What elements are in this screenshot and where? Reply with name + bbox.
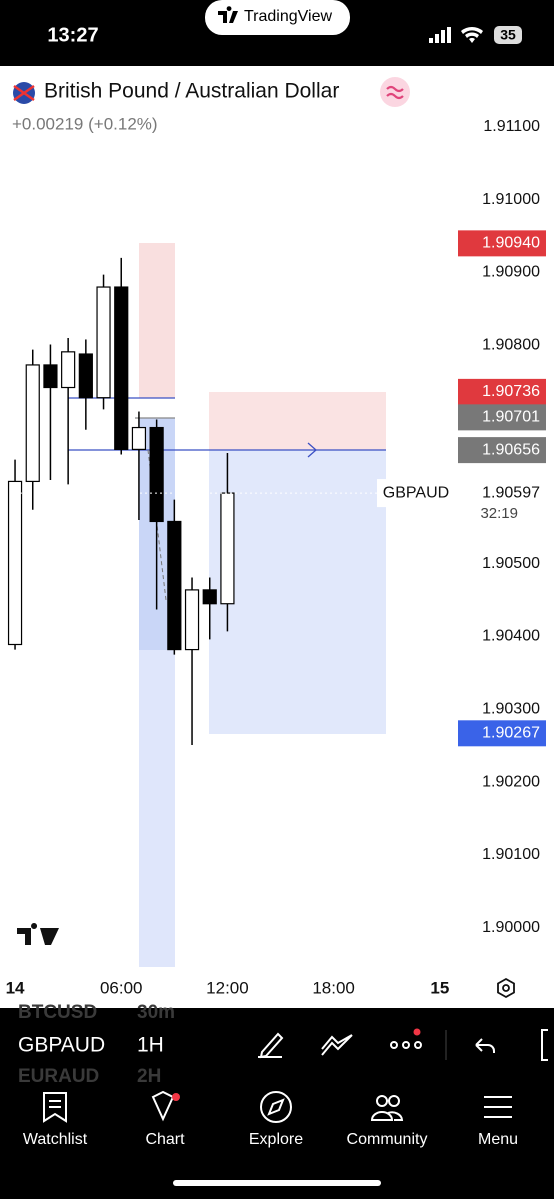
app-pill <box>205 0 350 35</box>
candle-body <box>7 480 23 646</box>
signal-icon <box>429 27 451 43</box>
candle-body <box>220 492 235 605</box>
candle-body <box>114 286 129 450</box>
candle-body <box>167 520 182 651</box>
x-tick-label: 15 <box>430 978 449 997</box>
candle-body <box>78 353 93 399</box>
flag-cross <box>13 84 35 102</box>
notification-dot <box>413 1028 421 1036</box>
nav-label[interactable]: Explore <box>249 1131 303 1148</box>
candle-body <box>43 364 58 389</box>
symbol-title: British Pound / Australian Dollar <box>44 80 339 103</box>
bar-countdown: 32:19 <box>480 505 518 522</box>
price-label-box <box>458 404 546 431</box>
position-drawings <box>68 243 386 967</box>
candle-body <box>131 426 147 450</box>
price-label: 1.90267 <box>482 725 540 742</box>
candle-body <box>61 351 76 389</box>
price-label-box <box>458 437 546 464</box>
clock: 13:27 <box>47 24 98 46</box>
undo-button[interactable] <box>475 1038 495 1053</box>
settings-button[interactable] <box>497 977 515 999</box>
chart-badge <box>172 1093 180 1101</box>
candle-body <box>184 589 200 651</box>
price-label-box <box>458 378 546 405</box>
y-tick-label: 1.91000 <box>482 191 540 208</box>
x-tick-label: 14 <box>6 978 25 997</box>
y-tick-label: 1.91100 <box>483 118 540 135</box>
battery-level: 35 <box>500 27 516 43</box>
chart-marks: 1.91100 1.91000 1.90900 1.90800 1.90500 1.904… <box>0 118 546 997</box>
prev-interval[interactable]: 30m <box>137 1002 175 1023</box>
wifi-icon <box>461 26 483 43</box>
y-tick-label: 1.90400 <box>482 628 540 645</box>
battery <box>494 26 522 44</box>
current-price-label: 1.90597 <box>482 484 540 501</box>
y-tick-label: 1.90000 <box>482 919 540 936</box>
price-label: 1.90656 <box>482 441 540 458</box>
candle-body <box>25 364 40 483</box>
price-label: 1.90940 <box>482 235 540 252</box>
y-tick-label: 1.90900 <box>482 264 540 281</box>
toolbar <box>0 1008 554 1086</box>
candle-body <box>202 589 217 605</box>
x-tick-label: 12:00 <box>206 978 249 997</box>
price-label: 1.90736 <box>482 383 540 400</box>
price-label-box <box>458 720 546 747</box>
toolbar-interval[interactable]: 1H <box>137 1034 164 1057</box>
home-indicator <box>173 1180 381 1186</box>
nav-labels: Watchlist Chart Explore Community Menu <box>23 1131 518 1148</box>
symbol-tag-label: GBPAUD <box>383 484 449 501</box>
more-tools[interactable] <box>390 1041 422 1049</box>
y-tick-label: 1.90800 <box>482 337 540 354</box>
app-name: TradingView <box>244 8 332 25</box>
settings-dot <box>502 984 510 992</box>
tv-logo <box>218 6 238 23</box>
y-tick-label: 1.90100 <box>482 846 540 863</box>
trend-tool[interactable] <box>321 1034 353 1056</box>
next-symbol[interactable]: EURAUD <box>18 1066 99 1087</box>
price-label-box <box>458 230 546 257</box>
price-change: +0.00219 (+0.12%) <box>12 114 158 133</box>
nav-label[interactable]: Watchlist <box>23 1131 88 1148</box>
tv-watermark <box>17 923 59 945</box>
nav-label[interactable]: Chart <box>145 1131 185 1148</box>
x-tick-label: 06:00 <box>100 978 143 997</box>
badge-icon <box>386 85 404 100</box>
nav-label[interactable]: Community <box>347 1131 428 1148</box>
prev-symbol[interactable]: BTCUSD <box>18 1002 97 1023</box>
symbol-tag <box>377 479 457 508</box>
nav-icons <box>43 1090 512 1123</box>
candle-body <box>96 286 111 399</box>
indicator-badge[interactable] <box>380 77 410 107</box>
price-label: 1.90701 <box>482 409 540 426</box>
next-interval[interactable]: 2H <box>137 1066 161 1087</box>
y-tick-label: 1.90300 <box>482 701 540 718</box>
y-tick-label: 1.90500 <box>482 555 540 572</box>
redo-button[interactable] <box>541 1029 548 1061</box>
nav-label[interactable]: Menu <box>478 1131 518 1148</box>
pen-tool[interactable] <box>258 1032 284 1059</box>
x-tick-label: 18:00 <box>312 978 355 997</box>
y-tick-label: 1.90200 <box>482 773 540 790</box>
toolbar-symbol[interactable]: GBPAUD <box>18 1034 105 1057</box>
candle-body <box>149 426 164 523</box>
